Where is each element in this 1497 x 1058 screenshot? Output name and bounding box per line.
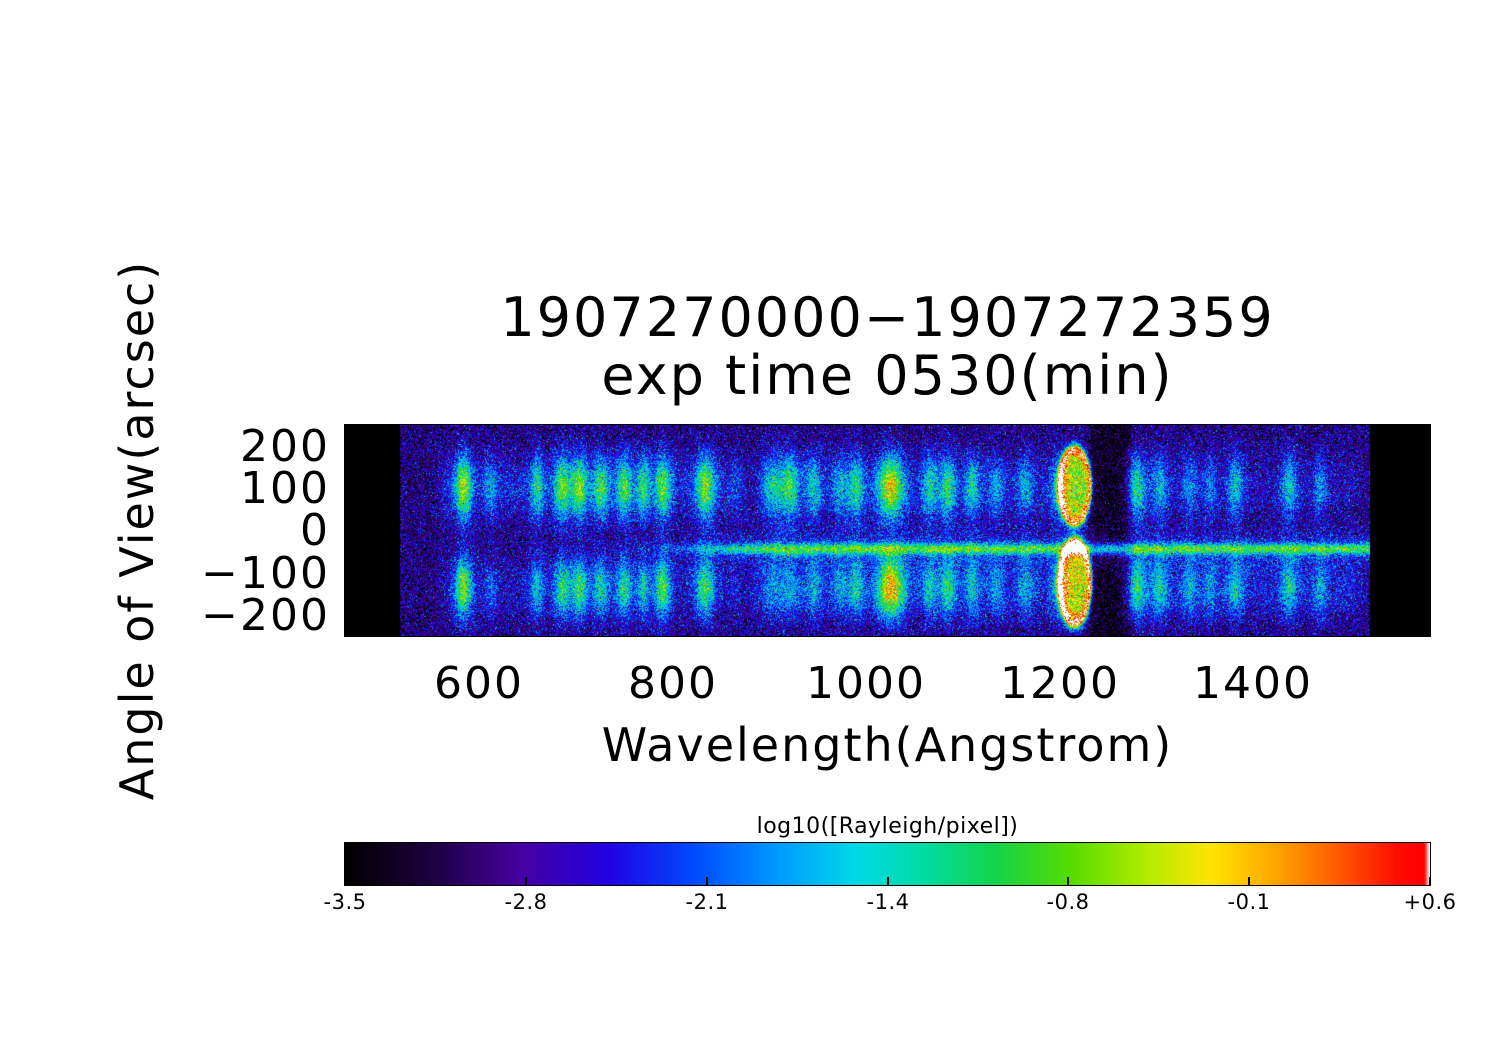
y-tick-label: 100 [240,463,330,514]
x-tick-label: 1000 [806,658,926,709]
x-tick-label: 1400 [1193,658,1313,709]
colorbar-tick-label: -1.4 [866,890,910,914]
colorbar-tick-mark [886,877,889,885]
heatmap-canvas [344,424,1431,637]
colorbar-tick-mark [1248,877,1251,885]
x-tick-label: 600 [434,658,524,709]
colorbar-tick-mark [1067,877,1070,885]
y-tick-label: 200 [240,421,330,472]
colorbar-tick-mark [1429,877,1431,885]
colorbar-tick-label: +0.6 [1403,890,1457,914]
x-axis-label: Wavelength(Angstrom) [601,718,1174,772]
y-tick-label: −200 [201,590,330,641]
colorbar-tick-label: -3.5 [323,890,367,914]
x-tick-label: 800 [628,658,718,709]
y-tick-label: −100 [201,548,330,599]
plot-title-line2: exp time 0530(min) [601,344,1174,407]
colorbar-tick-mark [524,877,527,885]
colorbar-tick-label: -0.8 [1046,890,1090,914]
y-axis-label: Angle of View(arcsec) [110,259,164,801]
colorbar-tick-label: -2.1 [685,890,729,914]
colorbar-tick-mark [705,877,708,885]
y-tick-label: 0 [300,505,330,556]
colorbar-label: log10([Rayleigh/pixel]) [756,814,1019,839]
plot-title-line1: 1907270000−1907272359 [500,286,1275,349]
colorbar-tick-label: -0.1 [1227,890,1271,914]
colorbar-tick-label: -2.8 [504,890,548,914]
x-tick-label: 1200 [1000,658,1120,709]
colorbar-tick-mark [344,877,346,885]
